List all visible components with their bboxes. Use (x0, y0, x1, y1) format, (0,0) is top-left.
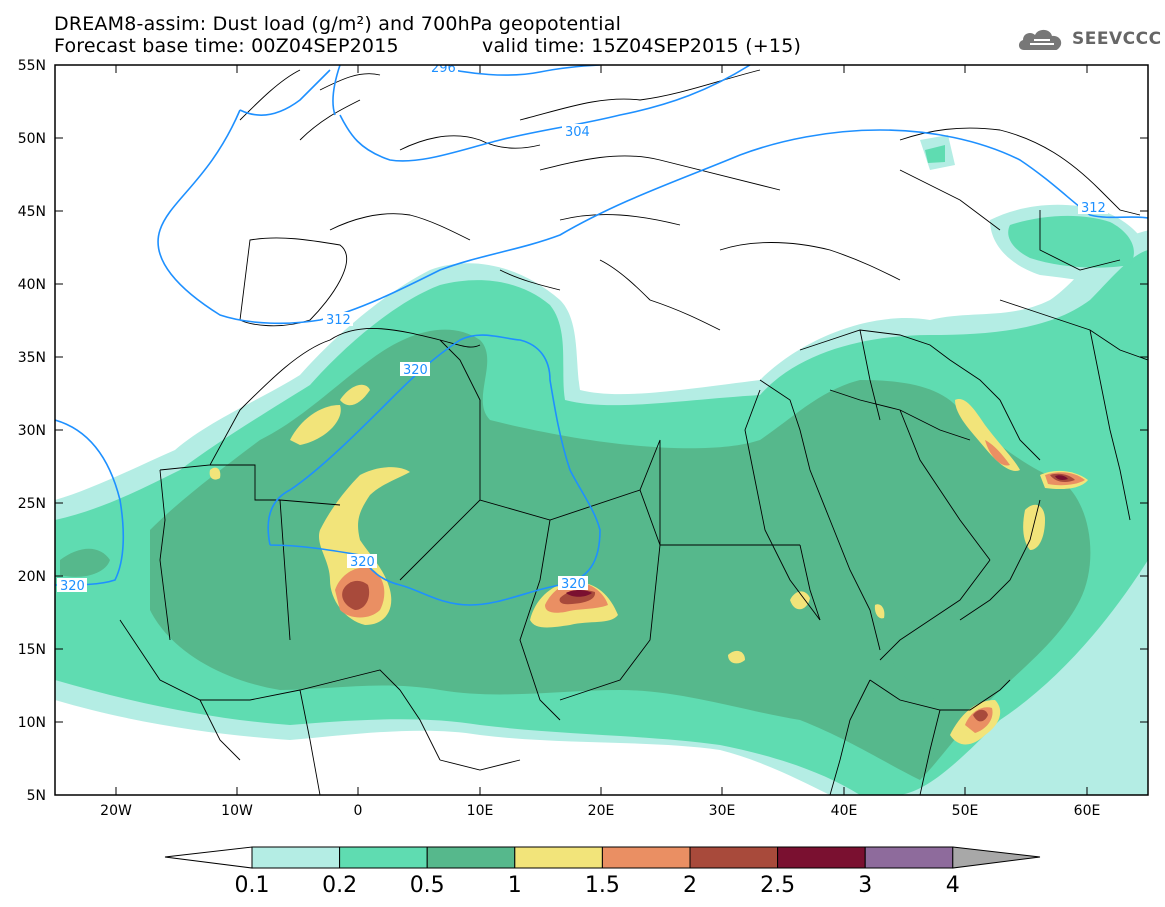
contour-label-312-a: 312 (326, 313, 351, 328)
dust-band-dense (150, 329, 1091, 780)
geopotential-contours (55, 65, 1148, 606)
lon-label: 0 (354, 803, 363, 819)
lon-label: 50E (952, 803, 979, 819)
contour-320 (55, 334, 601, 606)
lat-label: 45N (18, 204, 46, 220)
lon-label: 40E (831, 803, 858, 819)
lat-label: 30N (18, 423, 46, 439)
contour-label-320-a: 320 (403, 363, 428, 378)
colorbar (164, 846, 1041, 869)
contour-labels: 296 304 312 312 320 320 320 320 (57, 61, 1108, 594)
colorbar-label: 1.5 (585, 873, 620, 898)
lat-label: 20N (18, 569, 46, 585)
colorbar-label: 0.1 (235, 873, 270, 898)
lat-label: 35N (18, 350, 46, 366)
map-title: DREAM8-assim: Dust load (g/m²) and 700hP… (54, 13, 622, 35)
logo-text: SEEVCCC (1072, 29, 1162, 49)
lat-label: 10N (18, 715, 46, 731)
colorbar-label: 0.5 (410, 873, 445, 898)
lat-label: 25N (18, 496, 46, 512)
longitude-labels: 20W 10W 0 10E 20E 30E 40E 50E 60E (100, 803, 1100, 819)
seevccc-logo: SEEVCCC (1016, 24, 1162, 54)
lat-label: 5N (27, 788, 46, 804)
colorbar-label: 2.5 (760, 873, 795, 898)
contour-label-320-d: 320 (561, 577, 586, 592)
colorbar-segment (777, 846, 866, 869)
colorbar-labels: 0.1 0.2 0.5 1 1.5 2 2.5 3 4 (235, 873, 960, 898)
colorbar-segment (864, 846, 954, 869)
lat-label: 15N (18, 642, 46, 658)
country-borders (119, 69, 1148, 795)
colorbar-segment (601, 846, 691, 869)
contour-label-304: 304 (565, 125, 590, 140)
contour-label-296: 296 (431, 61, 456, 76)
dust-fields: 296 304 312 312 320 320 320 320 (55, 61, 1148, 795)
forecast-base-time: Forecast base time: 00Z04SEP2015 (54, 35, 399, 57)
lon-label: 10W (221, 803, 253, 819)
contour-296 (332, 65, 601, 116)
lon-label: 20W (100, 803, 132, 819)
lon-label: 10E (467, 803, 494, 819)
forecast-valid-time: valid time: 15Z04SEP2015 (+15) (482, 35, 802, 57)
lat-label: 50N (18, 131, 46, 147)
colorbar-segment (164, 846, 253, 869)
contour-312 (157, 109, 1148, 325)
cloud-icon (1018, 29, 1062, 50)
colorbar-label: 4 (946, 873, 960, 898)
colorbar-label: 3 (858, 873, 872, 898)
lat-label: 40N (18, 277, 46, 293)
colorbar-segment (952, 846, 1041, 869)
colorbar-label: 0.2 (322, 873, 357, 898)
colorbar-segment (514, 846, 603, 869)
colorbar-segment (689, 846, 779, 869)
colorbar-label: 1 (508, 873, 522, 898)
axis-ticks (55, 64, 1148, 796)
colorbar-segment (339, 846, 428, 869)
contour-label-320-b: 320 (60, 579, 85, 594)
lat-label: 55N (18, 58, 46, 74)
lon-label: 60E (1074, 803, 1101, 819)
contour-label-320-c: 320 (350, 555, 375, 570)
colorbar-label: 2 (683, 873, 697, 898)
lon-label: 20E (588, 803, 615, 819)
colorbar-segment (251, 846, 341, 869)
latitude-labels: 55N 50N 45N 40N 35N 30N 25N 20N 15N 10N … (18, 58, 46, 804)
contour-label-312-b: 312 (1081, 201, 1106, 216)
lon-label: 30E (709, 803, 736, 819)
contour-304 (239, 65, 751, 162)
colorbar-segment (426, 846, 516, 869)
